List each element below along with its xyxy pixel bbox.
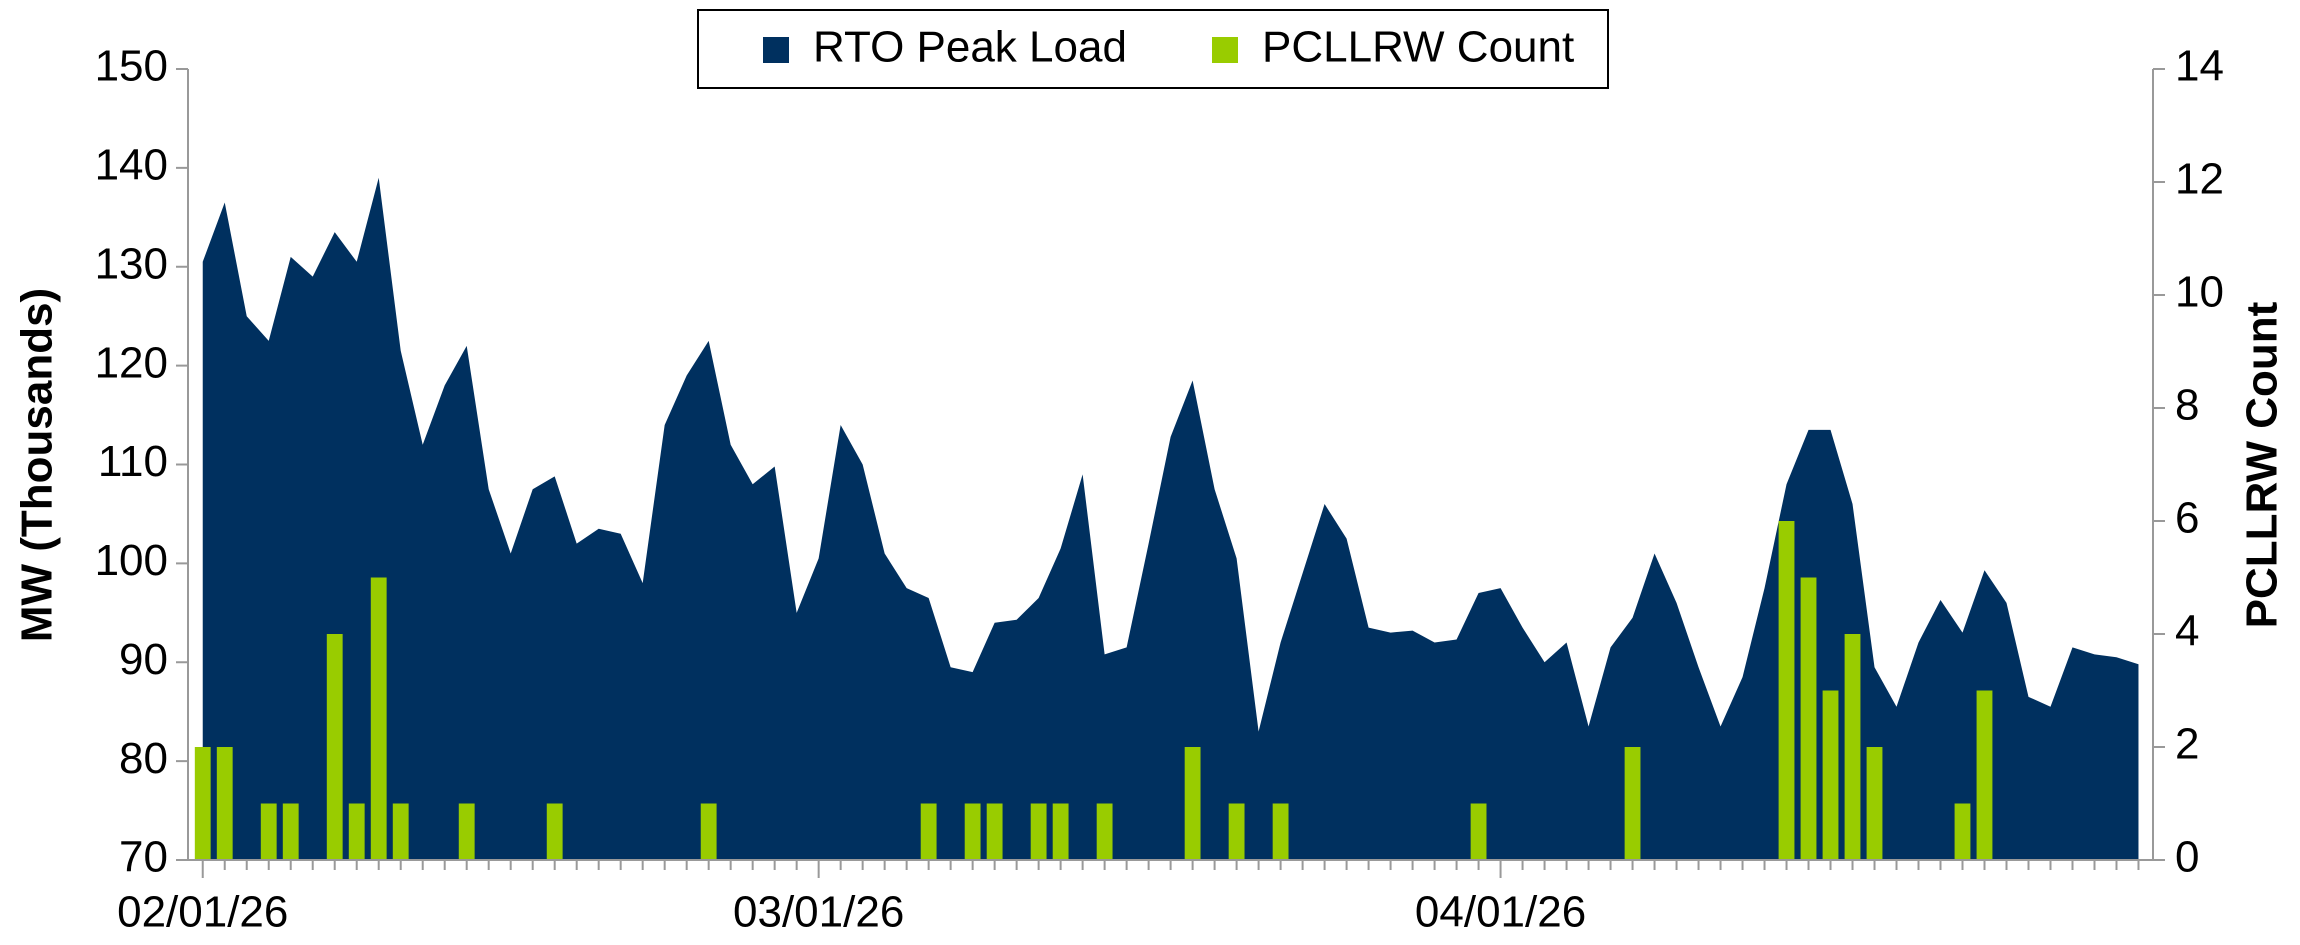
area: [202, 177, 2139, 860]
bar: [1096, 803, 1113, 860]
x-tick-label: 03/01/26: [733, 888, 904, 937]
bar: [1184, 747, 1201, 860]
legend-label: PCLLRW Count: [1262, 23, 1574, 72]
legend-box: [697, 9, 1609, 89]
y-tick-label: 90: [119, 635, 168, 684]
y-tick-label: 150: [95, 42, 168, 91]
bar: [326, 634, 343, 860]
legend-swatch: [763, 37, 789, 63]
bar: [1052, 803, 1069, 860]
x-tick-label: 02/01/26: [117, 888, 288, 937]
legend-swatch: [1212, 37, 1238, 63]
bar: [1866, 747, 1883, 860]
bar: [1844, 634, 1861, 860]
x-tick-label: 04/01/26: [1415, 888, 1586, 937]
bar: [1822, 690, 1839, 860]
bar: [370, 577, 387, 860]
y-tick-label: 130: [95, 239, 168, 288]
y2-tick-label: 12: [2175, 155, 2224, 204]
y-tick-label: 120: [95, 338, 168, 387]
y2-tick-label: 2: [2175, 720, 2199, 769]
bar: [700, 803, 717, 860]
y2-tick-label: 8: [2175, 381, 2199, 430]
bar: [986, 803, 1003, 860]
y-tick-label: 70: [119, 833, 168, 882]
bar: [348, 803, 365, 860]
bar: [216, 747, 233, 860]
y2-tick-label: 4: [2175, 607, 2199, 656]
legend-label: RTO Peak Load: [813, 23, 1127, 72]
y-tick-label: 100: [95, 536, 168, 585]
bar: [458, 803, 475, 860]
bar: [282, 803, 299, 860]
bar: [546, 803, 563, 860]
bar: [1228, 803, 1245, 860]
bar: [920, 803, 937, 860]
bar: [1778, 521, 1795, 860]
bar: [194, 747, 211, 860]
y2-axis-label: PCLLRW Count: [2238, 301, 2287, 628]
bar: [1800, 577, 1817, 860]
y2-tick-label: 10: [2175, 268, 2224, 317]
y-tick-label: 80: [119, 734, 168, 783]
bar: [1954, 803, 1971, 860]
bar: [964, 803, 981, 860]
bar: [1624, 747, 1641, 860]
bar: [1030, 803, 1047, 860]
y2-tick-label: 14: [2175, 42, 2224, 91]
y-axis-label: MW (Thousands): [13, 288, 62, 642]
bar: [392, 803, 409, 860]
y2-tick-label: 0: [2175, 833, 2199, 882]
y-tick-label: 140: [95, 141, 168, 190]
y2-tick-label: 6: [2175, 494, 2199, 543]
bar: [1976, 690, 1993, 860]
bar: [1272, 803, 1289, 860]
bar: [260, 803, 277, 860]
y-tick-label: 110: [98, 437, 168, 486]
bar: [1470, 803, 1487, 860]
